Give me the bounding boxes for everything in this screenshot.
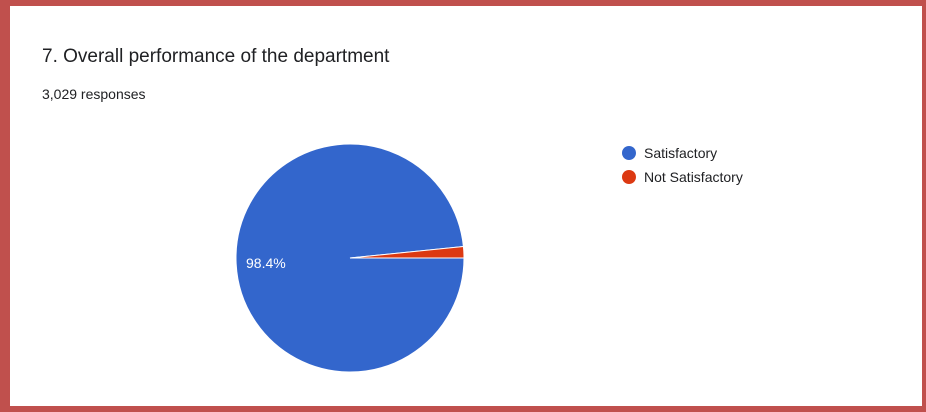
question-title: 7. Overall performance of the department (42, 46, 390, 67)
legend-item-not-satisfactory[interactable]: Not Satisfactory (622, 165, 743, 189)
question-card: 7. Overall performance of the department… (10, 6, 922, 406)
legend-swatch-satisfactory (622, 146, 636, 160)
legend-swatch-not-satisfactory (622, 170, 636, 184)
pie-data-label: 98.4% (246, 255, 286, 271)
response-count: 3,029 responses (42, 86, 146, 102)
pie-labels: 98.4% (246, 255, 286, 271)
legend-label-satisfactory: Satisfactory (644, 145, 718, 161)
legend-label-not-satisfactory: Not Satisfactory (644, 169, 743, 185)
pie-slices (235, 143, 465, 373)
chart-legend: Satisfactory Not Satisfactory (622, 141, 743, 189)
legend-item-satisfactory[interactable]: Satisfactory (622, 141, 743, 165)
pie-slice-not-satisfactory[interactable] (349, 246, 465, 259)
